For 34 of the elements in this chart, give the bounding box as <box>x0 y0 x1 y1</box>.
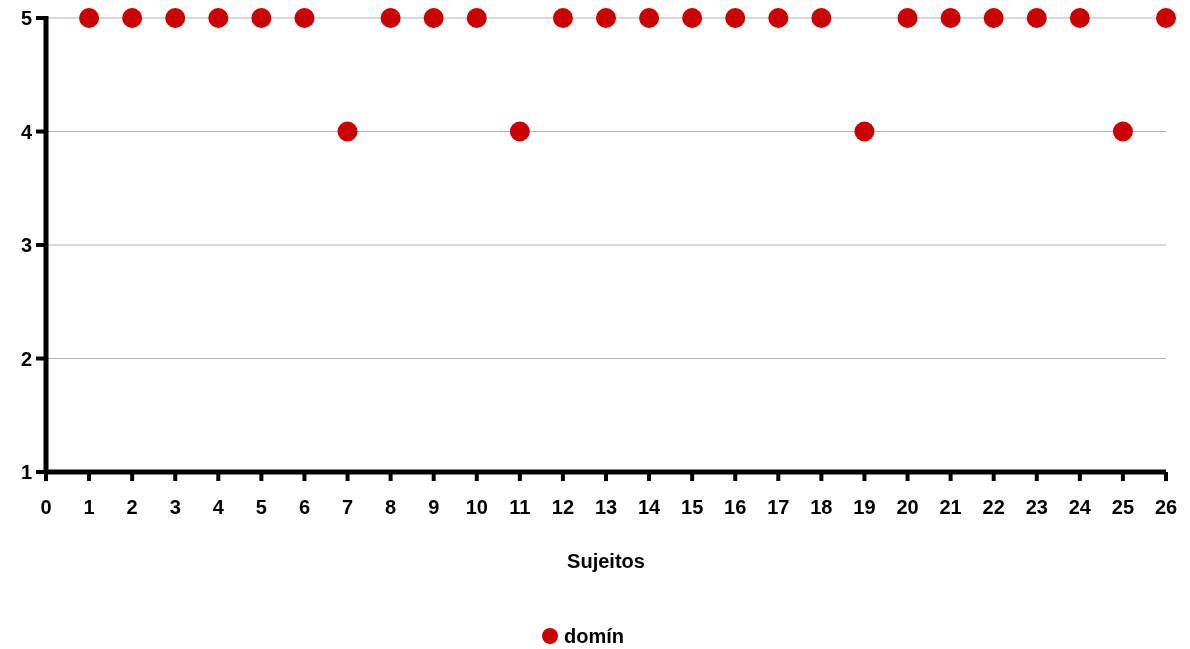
x-tick-label: 17 <box>767 496 790 518</box>
x-tick-label: 0 <box>40 496 52 518</box>
x-tick-label: 3 <box>169 496 181 518</box>
x-tick-label: 15 <box>681 496 704 518</box>
x-tick-label: 8 <box>385 496 397 518</box>
x-tick-label: 2 <box>126 496 138 518</box>
y-tick-label: 4 <box>20 120 33 143</box>
y-tick-label: 5 <box>20 7 32 29</box>
x-tick-label: 14 <box>637 496 662 518</box>
x-tick-label: 21 <box>939 496 962 518</box>
y-tick-label: 1 <box>20 461 32 483</box>
x-tick-label: 5 <box>255 496 267 518</box>
x-tick-label: 9 <box>428 496 440 518</box>
x-tick-label: 16 <box>724 496 747 518</box>
x-axis-title: Sujeitos <box>567 550 645 572</box>
x-tick-label: 6 <box>298 496 311 518</box>
x-tick-label: 22 <box>982 496 1005 518</box>
x-tick-label: 19 <box>853 496 876 518</box>
x-tick-label: 11 <box>509 496 531 518</box>
legend-label: domín <box>564 625 624 647</box>
x-tick-label: 18 <box>810 496 833 518</box>
y-tick-label: 2 <box>20 347 32 370</box>
x-tick-label: 20 <box>896 496 919 518</box>
x-tick-label: 23 <box>1025 496 1048 518</box>
x-tick-label: 26 <box>1154 496 1178 518</box>
x-tick-label: 1 <box>83 496 95 518</box>
x-tick-label: 7 <box>341 496 354 518</box>
x-tick-label: 13 <box>594 496 618 518</box>
x-tick-label: 24 <box>1068 496 1092 518</box>
x-tick-label: 25 <box>1111 496 1135 518</box>
x-tick-label: 4 <box>212 496 225 518</box>
x-tick-label: 10 <box>465 496 488 518</box>
x-tick-label: 12 <box>551 496 575 518</box>
y-tick-label: 3 <box>20 234 32 256</box>
